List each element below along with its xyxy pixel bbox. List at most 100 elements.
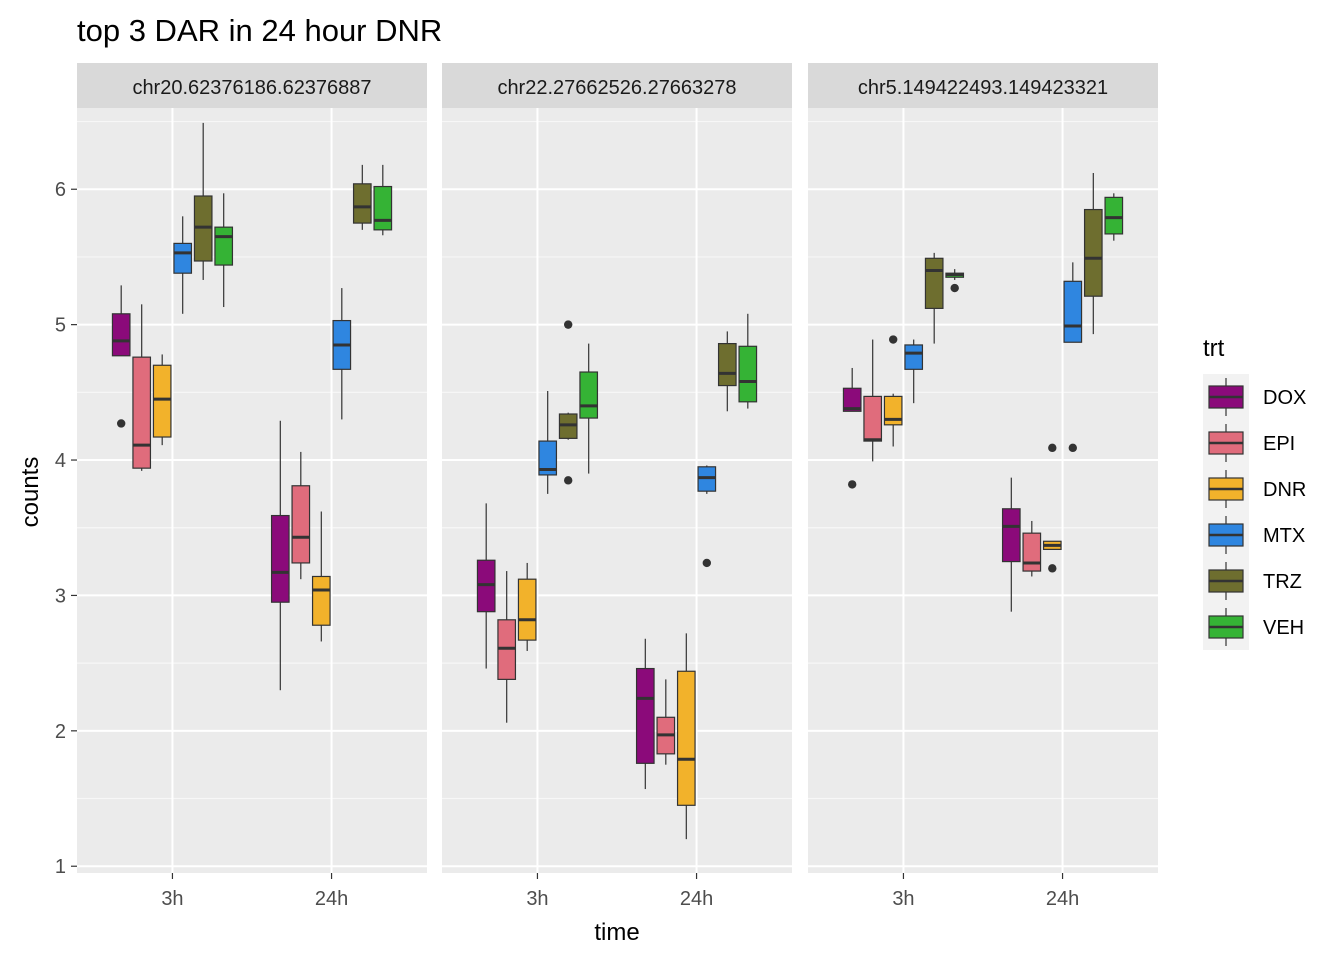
legend-label: TRZ <box>1263 571 1302 593</box>
box-iqr <box>152 364 172 438</box>
box-iqr <box>1063 280 1083 343</box>
outlier-point <box>1048 564 1057 573</box>
box-iqr <box>1022 532 1042 572</box>
legend-key-dnr: DNR <box>1203 466 1306 512</box>
box-veh <box>373 164 393 236</box>
x-tick-label: 24h <box>1046 888 1079 910</box>
box-iqr <box>311 575 331 626</box>
box-iqr <box>863 395 883 442</box>
legend-key-epi: EPI <box>1203 420 1295 466</box>
x-tick-label: 3h <box>892 888 914 910</box>
box-dox <box>1001 477 1021 612</box>
box-iqr <box>635 667 655 764</box>
x-tick-label: 24h <box>680 888 713 910</box>
y-axis: 1 2 3 4 5 6 <box>55 179 77 878</box>
outlier-point <box>563 320 573 329</box>
box-epi <box>1022 520 1042 577</box>
outlier-point <box>702 558 712 568</box>
box-dox <box>111 285 131 428</box>
facet-strip-label: chr20.62376186.62376887 <box>132 77 371 99</box>
legend-title: trt <box>1203 335 1225 362</box>
outlier-point <box>1068 443 1078 453</box>
outlier-point <box>116 419 126 428</box>
box-iqr <box>173 242 193 274</box>
box-iqr <box>111 313 131 357</box>
facet-panel: chr20.62376186.62376887 3h 24h <box>77 63 427 910</box>
y-axis-title: counts <box>17 457 44 528</box>
panel-background <box>77 108 427 873</box>
box-veh <box>214 193 234 308</box>
box-iqr <box>517 578 537 641</box>
y-tick-label: 5 <box>55 315 66 337</box>
facet-strip-label: chr5.149422493.149423321 <box>858 77 1108 99</box>
x-axis-title: time <box>594 919 639 946</box>
x-tick-label: 3h <box>526 888 548 910</box>
box-dnr <box>152 354 172 446</box>
box-epi <box>863 339 883 462</box>
box-iqr <box>270 514 290 603</box>
box-iqr <box>738 345 758 403</box>
legend-label: VEH <box>1263 617 1304 639</box>
facet-strip <box>442 63 792 108</box>
legend-key-trz: TRZ <box>1203 558 1302 604</box>
legend-key-veh: VEH <box>1203 604 1304 650</box>
legend: trt DOX EPI DNR MTX TRZ VEH <box>1203 335 1306 650</box>
box-trz <box>558 320 578 485</box>
facet-strip <box>77 63 427 108</box>
outlier-point <box>888 335 898 344</box>
box-dox <box>270 420 290 691</box>
box-epi <box>291 451 311 580</box>
panel-background <box>442 108 792 873</box>
facet-panel: chr22.27662526.27663278 3h 24h <box>442 63 792 910</box>
box-iqr <box>717 342 737 387</box>
legend-key-mtx: MTX <box>1203 512 1305 558</box>
x-tick-label: 24h <box>315 888 348 910</box>
box-dox <box>842 367 862 489</box>
box-dnr <box>1042 443 1062 573</box>
box-veh <box>579 343 599 474</box>
box-iqr <box>904 344 924 370</box>
y-tick-label: 3 <box>55 585 66 607</box>
box-veh <box>1104 193 1124 241</box>
y-tick-label: 2 <box>55 721 66 743</box>
legend-key-dox: DOX <box>1203 374 1306 420</box>
legend-label: DNR <box>1263 479 1306 501</box>
y-tick-label: 4 <box>55 450 66 472</box>
box-iqr <box>842 387 862 412</box>
y-tick-label: 6 <box>55 179 66 201</box>
box-mtx <box>538 390 558 494</box>
box-trz <box>352 164 372 230</box>
y-tick-label: 1 <box>55 856 66 878</box>
box-iqr <box>538 440 558 476</box>
box-trz <box>1083 172 1103 335</box>
box-dnr <box>517 562 537 651</box>
box-iqr <box>214 226 234 266</box>
outlier-point <box>1048 443 1057 453</box>
box-veh <box>945 269 965 293</box>
box-iqr <box>1083 208 1103 297</box>
box-iqr <box>924 257 944 309</box>
box-mtx <box>904 339 924 404</box>
box-iqr <box>132 356 152 469</box>
box-trz <box>924 252 944 344</box>
box-dnr <box>311 511 331 642</box>
box-mtx <box>332 288 352 420</box>
box-mtx <box>697 465 717 568</box>
box-epi <box>132 304 152 471</box>
box-iqr <box>579 371 599 419</box>
box-mtx <box>173 216 193 314</box>
box-dox <box>635 638 655 790</box>
plot-title: top 3 DAR in 24 hour DNR <box>77 13 442 48</box>
box-trz <box>717 331 737 412</box>
box-epi <box>656 679 676 765</box>
x-tick-label: 3h <box>161 888 183 910</box>
box-iqr <box>352 183 372 224</box>
box-trz <box>193 122 213 280</box>
box-iqr <box>883 395 903 426</box>
facet-panel: chr5.149422493.149423321 3h 24h <box>808 63 1158 910</box>
box-iqr <box>373 185 393 231</box>
outlier-point <box>563 476 573 485</box>
box-epi <box>497 571 517 723</box>
